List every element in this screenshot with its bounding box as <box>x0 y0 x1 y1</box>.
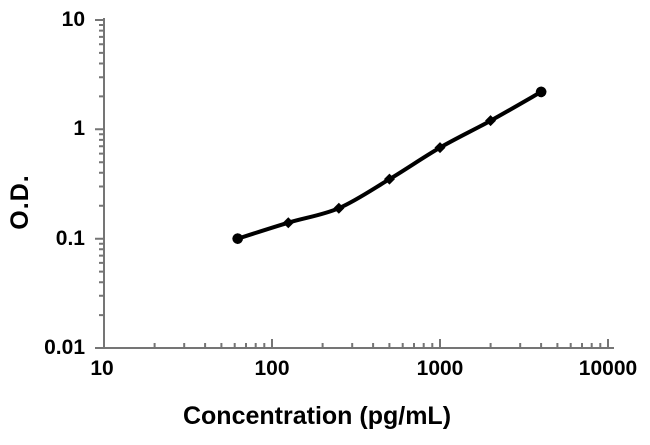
data-point-marker <box>282 217 294 229</box>
data-point-end-marker <box>535 86 547 98</box>
y-tick-label-0.1: 0.1 <box>55 227 85 250</box>
y-tick-label-10: 10 <box>61 8 85 31</box>
x-axis-title: Concentration (pg/mL) <box>182 402 452 430</box>
y-tick-label-1: 1 <box>73 117 85 140</box>
data-point-markers <box>232 86 547 245</box>
x-axis-tick-marks <box>153 339 609 348</box>
data-point-end-marker <box>232 233 244 244</box>
data-point-marker <box>434 142 446 154</box>
y-tick-label-0.01: 0.01 <box>44 336 85 359</box>
x-tick-label-10: 10 <box>90 357 114 380</box>
standard-curve-line <box>235 89 544 241</box>
y-axis-title: O.D. <box>6 174 34 230</box>
x-tick-label-1000: 1000 <box>416 357 464 380</box>
data-point-marker <box>383 173 395 185</box>
x-tick-label-100: 100 <box>254 357 290 380</box>
data-point-marker <box>485 115 497 127</box>
x-tick-label-10000: 10000 <box>578 357 638 380</box>
data-point-marker <box>333 202 345 214</box>
y-axis-tick-marks <box>95 19 104 349</box>
